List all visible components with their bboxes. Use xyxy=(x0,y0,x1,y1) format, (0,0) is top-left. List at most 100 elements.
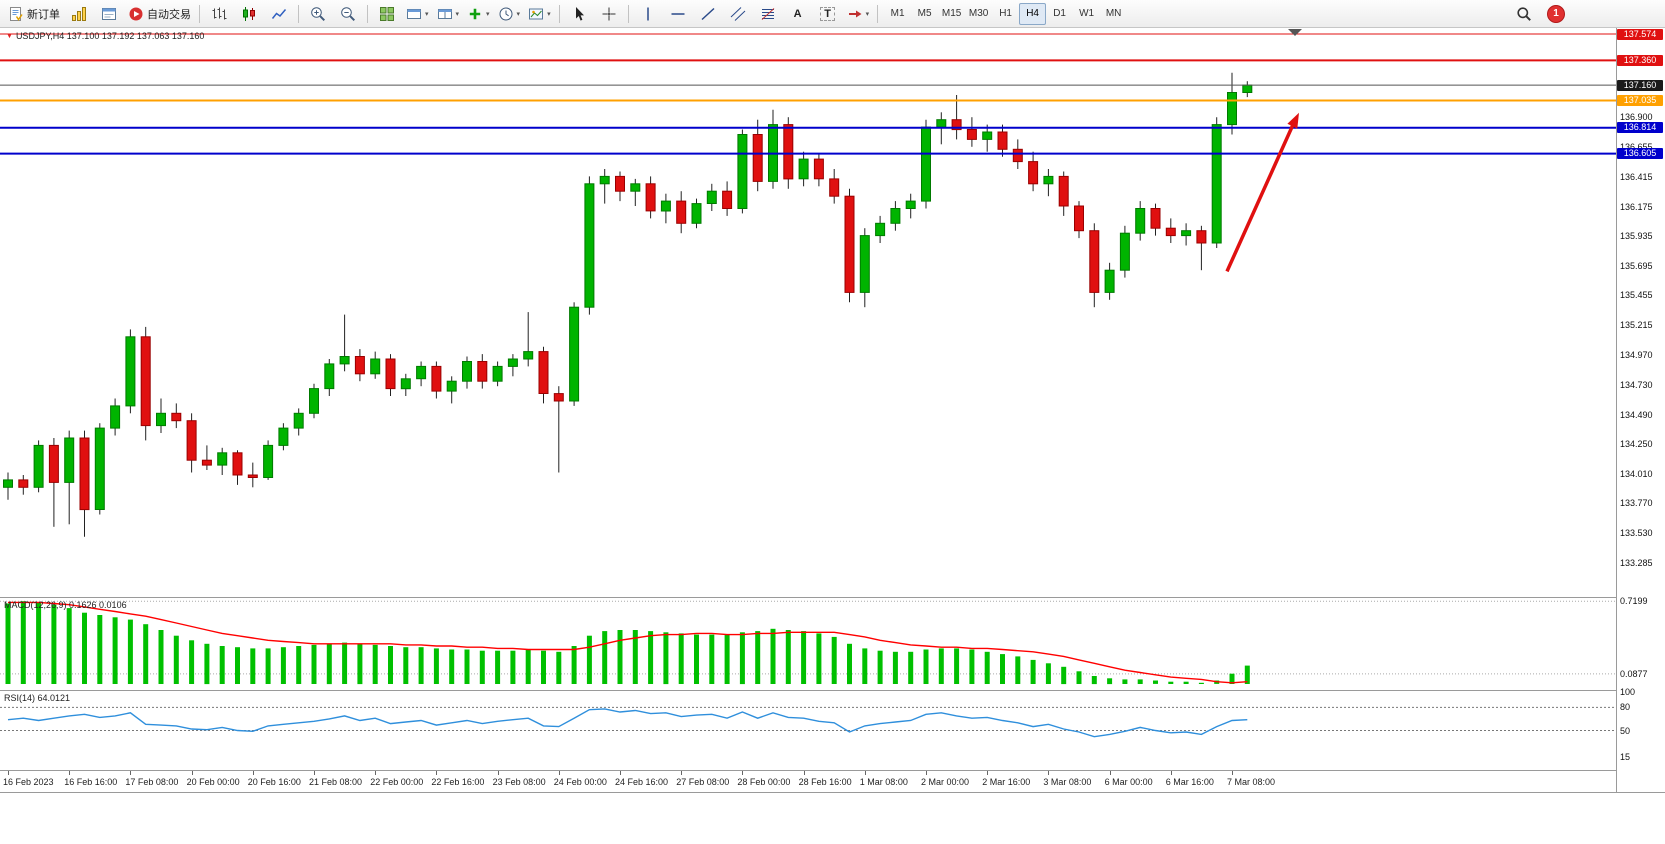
candlestick-chart-button[interactable] xyxy=(234,2,264,26)
trendline-tool-button[interactable] xyxy=(693,2,723,26)
timeframe-mn-button[interactable]: MN xyxy=(1105,8,1122,19)
timeframe-d1-button[interactable]: D1 xyxy=(1053,8,1066,19)
periods-button[interactable]: ▾ xyxy=(494,2,525,26)
timeframe-m15-button[interactable]: M15 xyxy=(941,8,962,19)
price-axis[interactable]: 136.900 136.655 136.415 136.175 135.935 135.6… xyxy=(1617,28,1665,792)
price-axis-tick: 134.970 xyxy=(1620,350,1653,361)
time-axis-label: 1 Mar 08:00 xyxy=(859,777,908,787)
candle-body xyxy=(64,437,75,483)
line-chart-button[interactable] xyxy=(264,2,294,26)
time-axis-label: 27 Feb 08:00 xyxy=(676,777,730,787)
pane-divider[interactable] xyxy=(0,690,1665,691)
macd-pane[interactable] xyxy=(0,598,1616,690)
charts-button[interactable] xyxy=(64,2,94,26)
price-line-label: 137.035 xyxy=(1617,95,1663,107)
channel-tool-button[interactable] xyxy=(723,2,753,26)
time-axis[interactable]: 16 Feb 2023 16 Feb 16:00 17 Feb 08:00 20 Fe… xyxy=(0,771,1616,792)
auto-trading-icon xyxy=(128,6,144,22)
candle-body xyxy=(1074,205,1084,232)
candle-body xyxy=(492,365,503,382)
search-button[interactable] xyxy=(1509,2,1539,26)
candle-body xyxy=(966,129,977,140)
text-tool-button[interactable]: A xyxy=(783,2,813,26)
cursor-button[interactable] xyxy=(564,2,594,26)
zoom-out-button[interactable] xyxy=(333,2,363,26)
macd-histogram-bar xyxy=(1244,665,1250,684)
add-indicator-button[interactable]: ▾ xyxy=(463,2,494,26)
rsi-pane[interactable] xyxy=(0,691,1616,770)
chart-list-button[interactable]: ▾ xyxy=(433,2,464,26)
macd-histogram-bar xyxy=(1000,654,1005,684)
candle-body xyxy=(293,412,304,429)
time-axis-label: 2 Mar 16:00 xyxy=(982,777,1031,787)
rsi-axis-tick: 100 xyxy=(1620,687,1636,697)
pane-divider[interactable] xyxy=(0,597,1665,598)
candle-body xyxy=(752,134,763,182)
tile-windows-button[interactable] xyxy=(372,2,402,26)
shapes-button[interactable]: ▾ xyxy=(843,2,874,26)
crosshair-button[interactable] xyxy=(594,2,624,26)
notification-badge[interactable]: 1 xyxy=(1547,4,1565,23)
crosshair-icon xyxy=(601,6,617,22)
candle-body xyxy=(324,363,335,390)
macd-histogram-bar xyxy=(525,649,531,684)
vertical-line-tool-button[interactable] xyxy=(633,2,663,26)
bar-chart-button[interactable] xyxy=(204,2,234,26)
macd-histogram-bar xyxy=(97,615,103,684)
macd-histogram-bar xyxy=(5,603,11,684)
candle-body xyxy=(676,200,687,224)
timeframe-m30-button[interactable]: M30 xyxy=(968,8,989,19)
candle-body xyxy=(538,351,549,395)
profiles-button[interactable]: ▾ xyxy=(402,2,433,26)
zoom-in-button[interactable] xyxy=(303,2,333,26)
candle-body xyxy=(263,444,274,478)
macd-chart[interactable] xyxy=(0,598,1616,690)
trend-arrow[interactable] xyxy=(1225,123,1295,273)
rsi-chart[interactable] xyxy=(0,691,1616,770)
price-chart[interactable] xyxy=(0,28,1616,597)
fibonacci-tool-button[interactable] xyxy=(753,2,783,26)
auto-trading-button[interactable]: 自动交易 xyxy=(124,2,195,26)
timeframe-h1-button[interactable]: H1 xyxy=(999,8,1012,19)
macd-signal-line xyxy=(8,601,1248,684)
macd-histogram-bar xyxy=(1168,681,1174,684)
timeframe-h4-button[interactable]: H4 xyxy=(1019,2,1047,25)
time-axis-tick xyxy=(864,771,866,775)
candle-body xyxy=(431,365,442,392)
time-axis-tick xyxy=(1048,771,1050,775)
price-axis-tick: 134.730 xyxy=(1620,379,1653,390)
rsi-label: RSI(14) 64.0121 xyxy=(4,693,71,703)
candle-body xyxy=(156,412,166,427)
time-axis-label: 23 Feb 08:00 xyxy=(492,777,546,787)
macd-histogram-bar xyxy=(82,612,87,684)
new-order-button[interactable]: 新订单 xyxy=(4,2,64,26)
terminal-button[interactable] xyxy=(94,2,124,26)
macd-histogram-bar xyxy=(464,649,470,684)
macd-histogram-bar xyxy=(1137,679,1143,684)
trend-arrow-head[interactable] xyxy=(1287,112,1299,129)
time-axis-tick xyxy=(926,771,927,775)
candle-body xyxy=(1119,232,1130,271)
chart-shift-marker[interactable] xyxy=(1288,29,1302,36)
timeframe-m5-button[interactable]: M5 xyxy=(917,8,932,19)
candle-body xyxy=(48,444,59,483)
candle-body xyxy=(1058,175,1069,207)
time-axis-label: 22 Feb 16:00 xyxy=(431,777,485,787)
macd-histogram-bar xyxy=(296,646,302,684)
macd-histogram-bar xyxy=(173,635,179,684)
macd-label: MACD(12,26,9) 0.1626 0.0106 xyxy=(4,600,127,610)
label-tool-button[interactable]: T xyxy=(813,2,843,26)
horizontal-line-tool-button[interactable] xyxy=(663,2,693,26)
macd-histogram-bar xyxy=(388,646,393,684)
toolbar-separator xyxy=(298,4,299,23)
time-axis-tick xyxy=(252,771,254,775)
macd-histogram-bar xyxy=(51,604,57,684)
price-chart-pane[interactable] xyxy=(0,28,1616,597)
timeframe-w1-button[interactable]: W1 xyxy=(1079,8,1095,19)
time-axis-label: 17 Feb 08:00 xyxy=(125,777,179,787)
candle-body xyxy=(94,427,105,511)
timeframe-m1-button[interactable]: M1 xyxy=(890,8,905,19)
dropdown-arrow-icon: ▾ xyxy=(425,10,429,18)
templates-button[interactable]: ▾ xyxy=(524,2,555,26)
